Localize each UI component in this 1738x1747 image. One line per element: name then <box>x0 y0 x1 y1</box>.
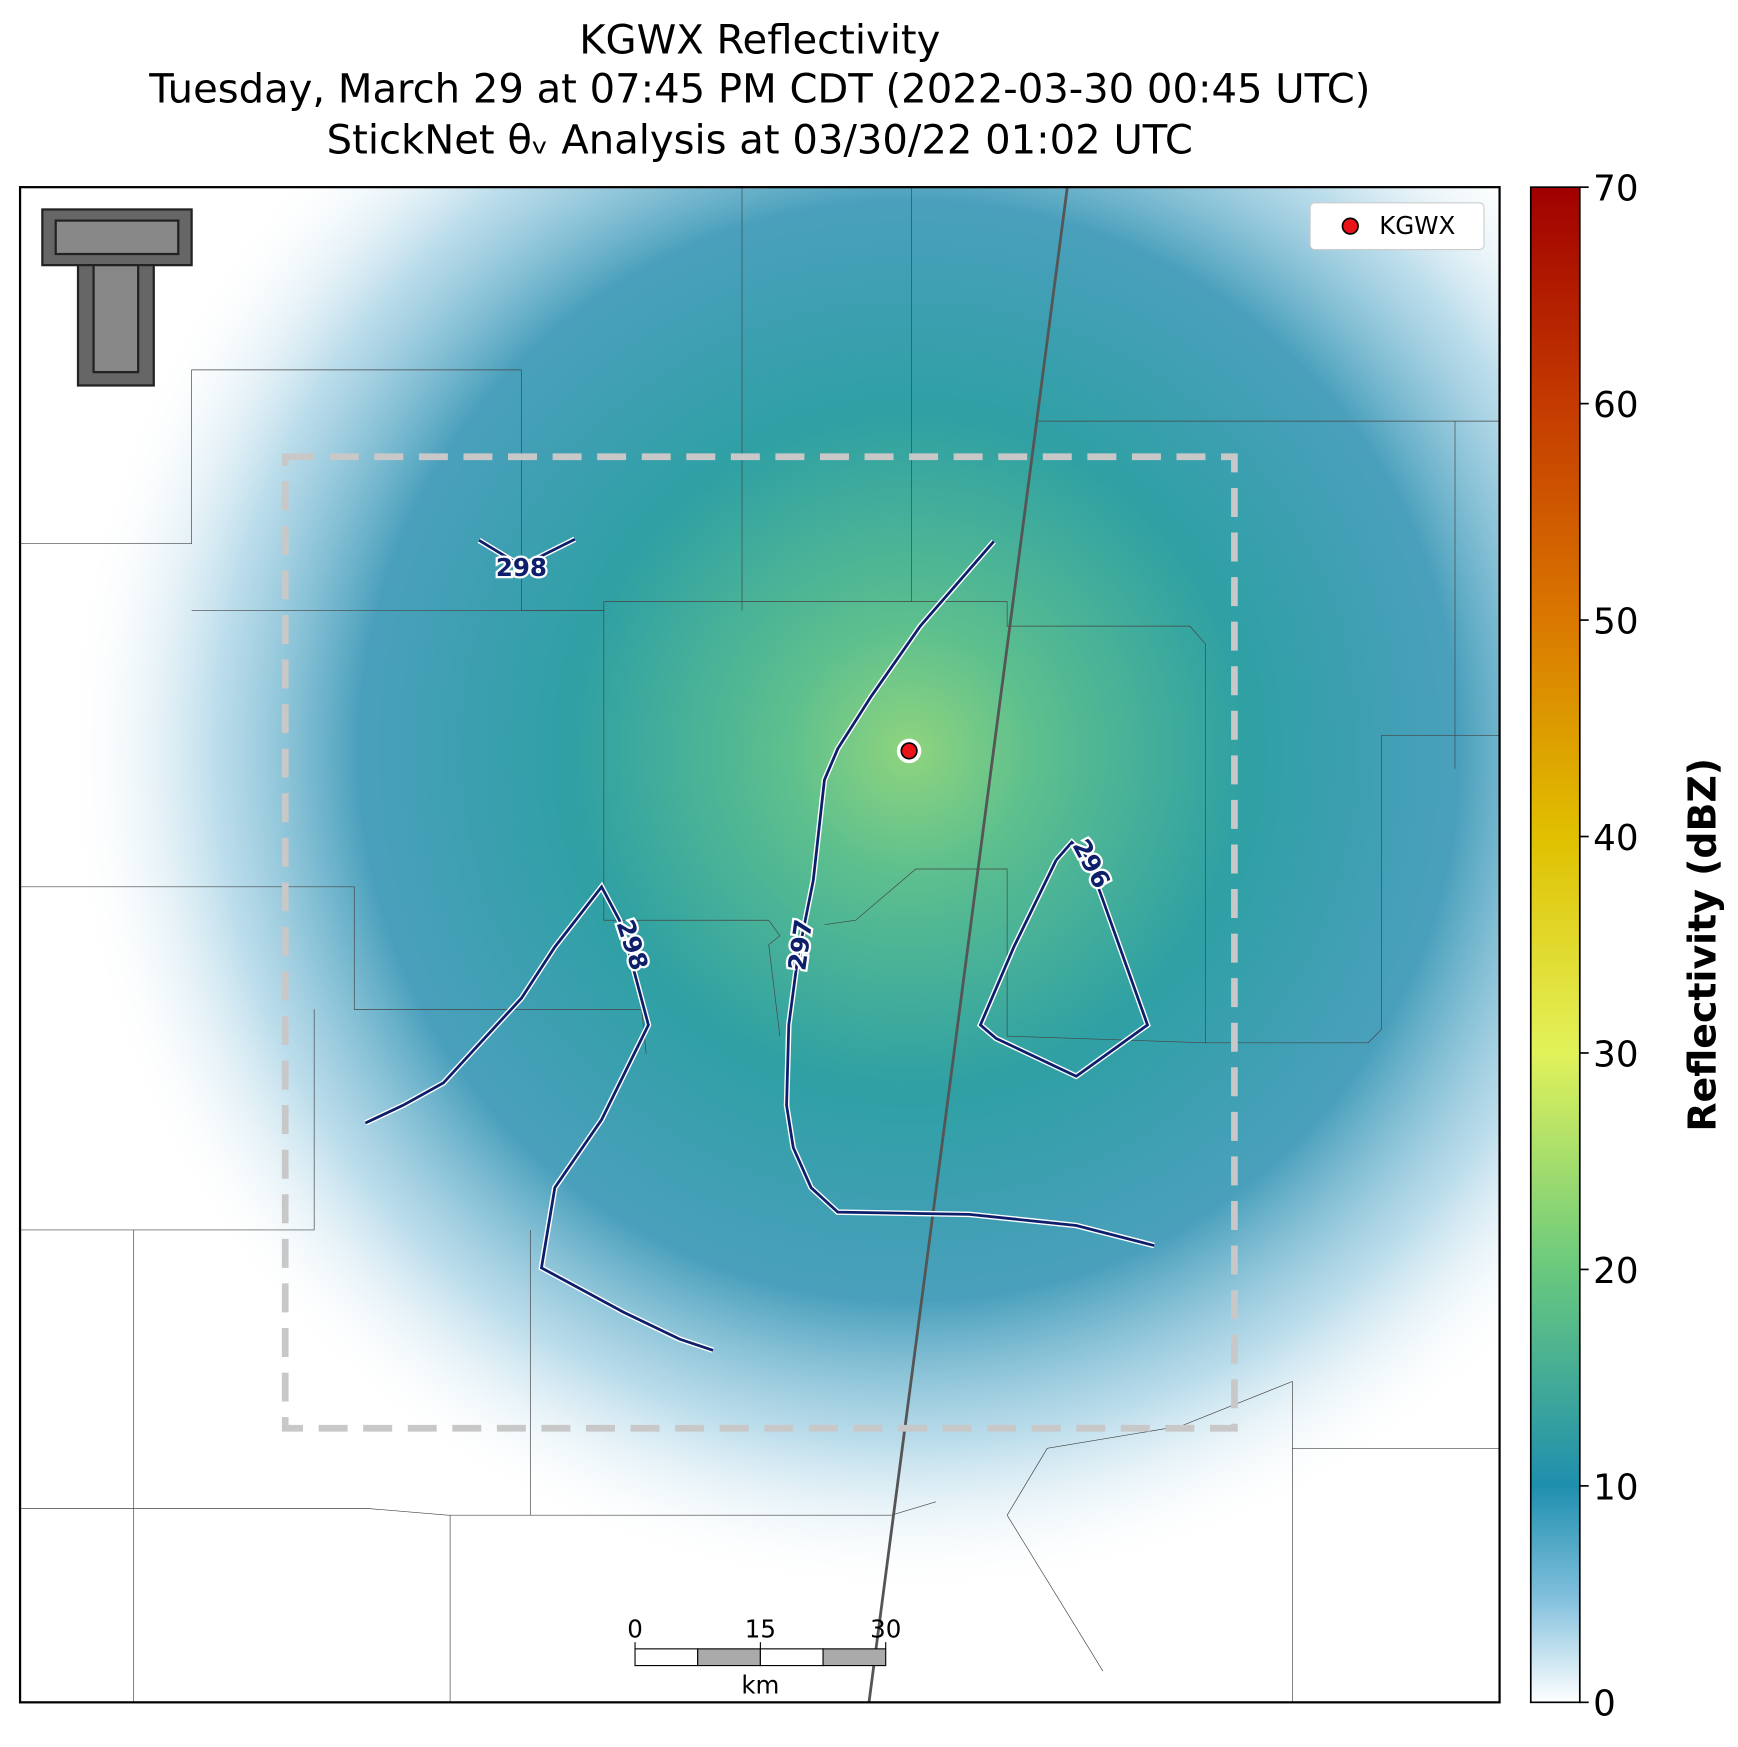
contour-label: 298 <box>496 553 547 582</box>
map-frame <box>18 186 1501 1704</box>
legend-box <box>1309 202 1485 251</box>
contour-line <box>785 540 1155 1247</box>
colorbar-tick-label: 20 <box>1593 1251 1638 1292</box>
colorbar-tick-label: 10 <box>1593 1467 1638 1508</box>
county-lines <box>20 187 1500 1703</box>
colorbar-tick-label: 60 <box>1593 385 1638 426</box>
colorbar-tick-label: 0 <box>1593 1684 1616 1725</box>
contour-line <box>978 840 1150 1078</box>
title-line: KGWX Reflectivity <box>579 17 940 63</box>
title-line: StickNet θᵥ Analysis at 03/30/22 01:02 U… <box>327 118 1193 164</box>
scale-tick-label: 0 <box>627 1615 643 1644</box>
contour-line <box>478 537 576 568</box>
scale-segment <box>697 1648 761 1667</box>
legend-label: KGWX <box>1379 211 1455 240</box>
analysis-domain <box>281 453 1238 1432</box>
scale-tick-label: 30 <box>870 1615 901 1644</box>
title-line: Tuesday, March 29 at 07:45 PM CDT (2022-… <box>148 66 1370 112</box>
legend: KGWX <box>1309 202 1485 251</box>
colorbar-tick-label: 50 <box>1593 601 1638 642</box>
logo <box>41 208 193 387</box>
colorbar-tick-label: 40 <box>1593 818 1638 859</box>
scale-unit: km <box>741 1670 779 1699</box>
colorbar-ticks: 0 10 20 30 40 50 60 70 <box>1579 169 1639 1725</box>
scale-segment <box>634 1648 699 1667</box>
colorbar-label: Reflectivity (dBZ) <box>1681 758 1725 1132</box>
highway <box>867 187 1069 1703</box>
legend-marker <box>1341 217 1359 235</box>
scale-segment <box>822 1648 887 1667</box>
radar-site <box>900 742 918 760</box>
scale-bar: 0 15 30 km <box>627 1615 901 1700</box>
scale-segment <box>759 1648 824 1667</box>
contour-line <box>364 884 714 1352</box>
scale-tick-label: 15 <box>745 1615 776 1644</box>
colorbar-tick-label: 30 <box>1593 1034 1638 1075</box>
colorbar-tick-label: 70 <box>1593 169 1638 210</box>
colorbar <box>1529 186 1581 1704</box>
